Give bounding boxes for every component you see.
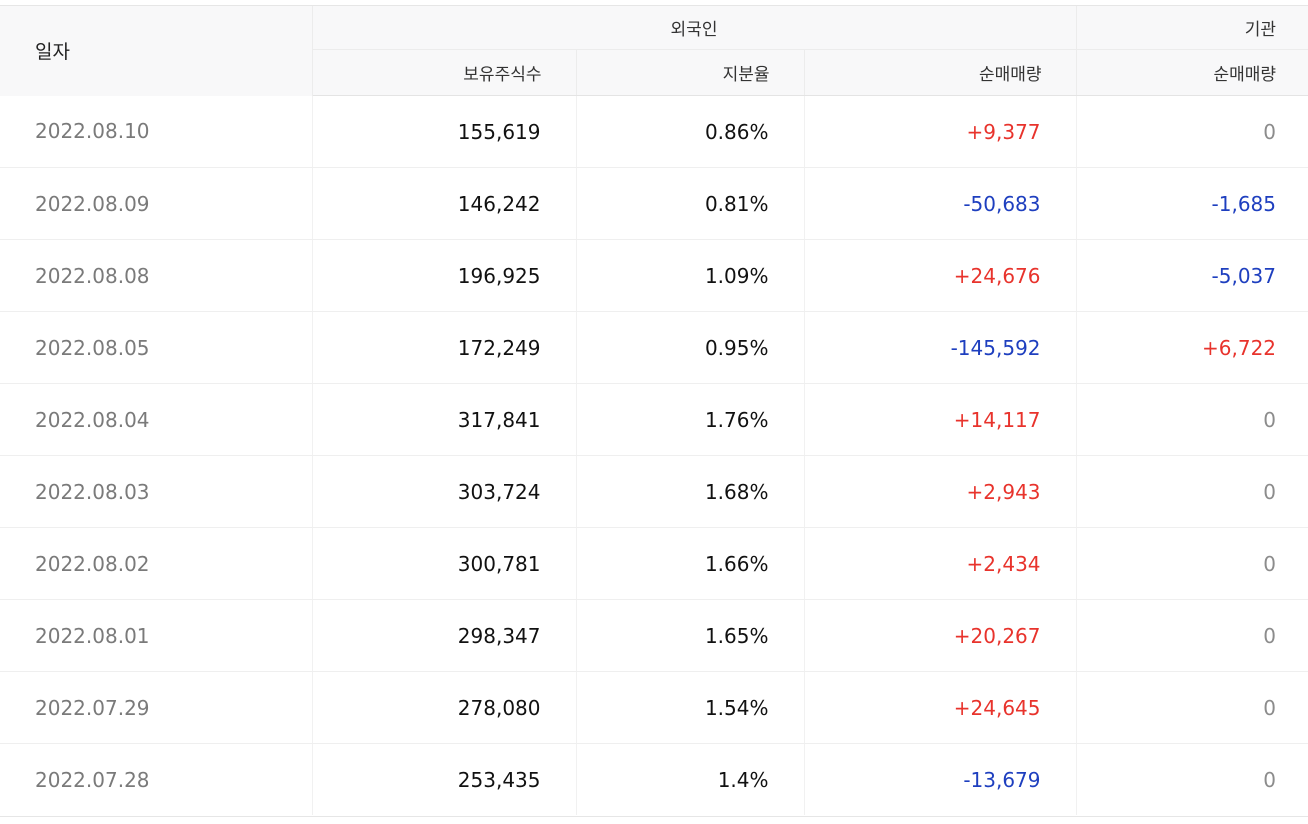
foreign-net-cell: +2,434 <box>804 527 1077 600</box>
foreign-net-cell: +9,377 <box>804 95 1077 168</box>
holdings-cell: 300,781 <box>312 527 577 600</box>
table-row: 2022.08.03 303,724 1.68% +2,943 0 <box>0 455 1308 528</box>
institution-net-cell: 0 <box>1076 527 1308 600</box>
holdings-cell: 172,249 <box>312 311 577 384</box>
institution-net-cell: 0 <box>1076 383 1308 456</box>
table-row: 2022.07.29 278,080 1.54% +24,645 0 <box>0 671 1308 744</box>
date-cell: 2022.07.29 <box>0 671 313 744</box>
table-row: 2022.08.05 172,249 0.95% -145,592 +6,722 <box>0 311 1308 384</box>
ratio-cell: 1.68% <box>576 455 805 528</box>
ratio-cell: 0.95% <box>576 311 805 384</box>
table-row: 2022.08.02 300,781 1.66% +2,434 0 <box>0 527 1308 600</box>
table-row: 2022.07.28 253,435 1.4% -13,679 0 <box>0 743 1308 815</box>
date-cell: 2022.07.28 <box>0 743 313 815</box>
date-cell: 2022.08.09 <box>0 167 313 240</box>
foreign-net-cell: -13,679 <box>804 743 1077 815</box>
institution-net-cell: +6,722 <box>1076 311 1308 384</box>
table-row: 2022.08.10 155,619 0.86% +9,377 0 <box>0 95 1308 168</box>
institution-net-cell: -1,685 <box>1076 167 1308 240</box>
foreign-net-cell: -145,592 <box>804 311 1077 384</box>
date-column-header: 일자 <box>0 6 313 96</box>
foreign-net-cell: +24,676 <box>804 239 1077 312</box>
holdings-cell: 146,242 <box>312 167 577 240</box>
date-cell: 2022.08.02 <box>0 527 313 600</box>
institution-net-cell: 0 <box>1076 455 1308 528</box>
holdings-column-header: 보유주식수 <box>312 49 577 96</box>
date-cell: 2022.08.08 <box>0 239 313 312</box>
table-row: 2022.08.08 196,925 1.09% +24,676 -5,037 <box>0 239 1308 312</box>
ratio-column-header: 지분율 <box>576 49 805 96</box>
institution-net-column-header: 순매매량 <box>1076 49 1308 96</box>
holdings-cell: 278,080 <box>312 671 577 744</box>
ratio-cell: 1.09% <box>576 239 805 312</box>
table-row: 2022.08.09 146,242 0.81% -50,683 -1,685 <box>0 167 1308 240</box>
holdings-cell: 298,347 <box>312 599 577 672</box>
holdings-cell: 196,925 <box>312 239 577 312</box>
foreign-net-cell: +20,267 <box>804 599 1077 672</box>
holdings-cell: 155,619 <box>312 95 577 168</box>
institution-net-cell: 0 <box>1076 95 1308 168</box>
foreign-group-header: 외국인 <box>312 6 1077 50</box>
holdings-cell: 317,841 <box>312 383 577 456</box>
ratio-cell: 0.86% <box>576 95 805 168</box>
table-row: 2022.08.01 298,347 1.65% +20,267 0 <box>0 599 1308 672</box>
table-row: 2022.08.04 317,841 1.76% +14,117 0 <box>0 383 1308 456</box>
institution-net-cell: 0 <box>1076 599 1308 672</box>
holdings-cell: 303,724 <box>312 455 577 528</box>
ratio-cell: 1.54% <box>576 671 805 744</box>
investor-trading-table: 일자 외국인 기관 보유주식수 지분율 순매매량 순매매량 2022.08.10… <box>0 5 1308 817</box>
institution-net-cell: -5,037 <box>1076 239 1308 312</box>
ratio-cell: 1.4% <box>576 743 805 815</box>
foreign-net-cell: +2,943 <box>804 455 1077 528</box>
foreign-net-column-header: 순매매량 <box>804 49 1077 96</box>
ratio-cell: 1.65% <box>576 599 805 672</box>
holdings-cell: 253,435 <box>312 743 577 815</box>
ratio-cell: 1.66% <box>576 527 805 600</box>
institution-net-cell: 0 <box>1076 671 1308 744</box>
date-cell: 2022.08.01 <box>0 599 313 672</box>
foreign-net-cell: -50,683 <box>804 167 1077 240</box>
table-body: 2022.08.10 155,619 0.86% +9,377 0 2022.0… <box>0 95 1308 815</box>
institution-net-cell: 0 <box>1263 767 1277 792</box>
table-header: 일자 외국인 기관 보유주식수 지분율 순매매량 순매매량 <box>0 6 1308 96</box>
date-cell: 2022.08.05 <box>0 311 313 384</box>
ratio-cell: 1.76% <box>576 383 805 456</box>
ratio-cell: 0.81% <box>576 167 805 240</box>
institution-group-header: 기관 <box>1076 6 1308 50</box>
trading-table: 일자 외국인 기관 보유주식수 지분율 순매매량 순매매량 2022.08.10… <box>0 6 1308 815</box>
date-cell: 2022.08.04 <box>0 383 313 456</box>
foreign-net-cell: +14,117 <box>804 383 1077 456</box>
date-cell: 2022.08.10 <box>0 95 313 168</box>
foreign-net-cell: +24,645 <box>804 671 1077 744</box>
date-cell: 2022.08.03 <box>0 455 313 528</box>
